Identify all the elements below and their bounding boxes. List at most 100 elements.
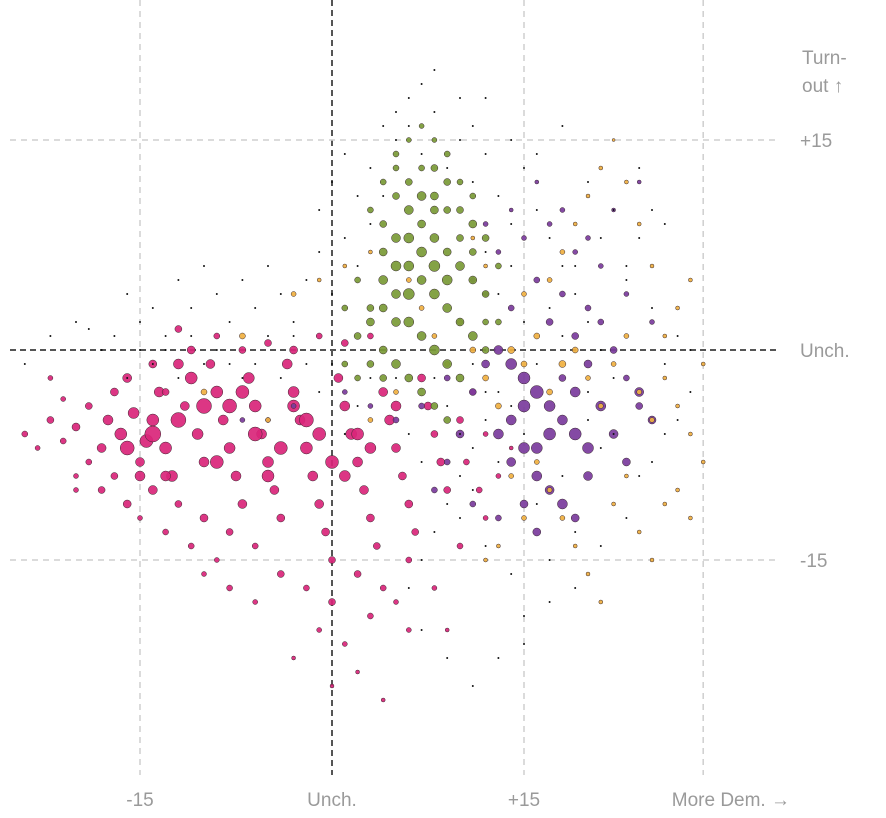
- data-point: [510, 573, 513, 575]
- data-point: [598, 599, 604, 605]
- data-point: [213, 332, 221, 340]
- data-point: [177, 377, 180, 379]
- data-point: [404, 205, 414, 215]
- data-point: [443, 458, 451, 466]
- data-point: [431, 486, 438, 494]
- data-point: [356, 265, 359, 267]
- data-point: [299, 412, 314, 428]
- data-point: [518, 442, 530, 454]
- data-point: [559, 515, 566, 521]
- data-point: [675, 403, 680, 409]
- data-point: [407, 587, 410, 589]
- data-point: [484, 251, 487, 253]
- data-point: [398, 471, 407, 481]
- data-point: [506, 457, 516, 467]
- data-point: [174, 325, 183, 333]
- data-point: [300, 441, 313, 455]
- data-point: [428, 260, 441, 272]
- data-point: [469, 346, 477, 354]
- data-point: [598, 165, 604, 171]
- data-point: [625, 265, 628, 267]
- data-point: [574, 293, 577, 295]
- data-point: [561, 265, 564, 267]
- data-point: [585, 235, 591, 241]
- data-point: [612, 433, 615, 435]
- data-point: [585, 571, 591, 577]
- data-point: [471, 181, 474, 183]
- series-0: [21, 325, 514, 703]
- data-point: [279, 293, 282, 295]
- data-point: [73, 473, 79, 479]
- data-point: [151, 307, 154, 309]
- data-point: [638, 167, 641, 169]
- data-point: [531, 442, 543, 454]
- data-point: [173, 358, 184, 370]
- data-point: [96, 443, 107, 453]
- data-point: [636, 529, 642, 535]
- data-point: [624, 473, 629, 479]
- data-point: [548, 237, 551, 239]
- data-point: [416, 246, 427, 258]
- data-point: [557, 498, 568, 510]
- data-point: [587, 419, 589, 421]
- data-point: [676, 335, 679, 337]
- data-point: [495, 473, 502, 479]
- data-point: [343, 433, 346, 435]
- data-point: [456, 206, 464, 214]
- data-point: [367, 417, 374, 423]
- data-point: [599, 349, 602, 351]
- data-point: [418, 123, 425, 129]
- data-point: [417, 373, 426, 383]
- data-point: [599, 237, 602, 239]
- data-point: [430, 164, 439, 172]
- data-point: [442, 247, 452, 257]
- data-point: [391, 233, 401, 243]
- data-point: [356, 405, 359, 407]
- data-point: [137, 515, 143, 521]
- data-point: [353, 332, 362, 340]
- data-point: [535, 363, 538, 365]
- data-point: [379, 178, 387, 186]
- data-point: [196, 398, 212, 414]
- data-point: [119, 440, 135, 456]
- data-point: [187, 542, 195, 550]
- data-point: [430, 430, 439, 438]
- data-point: [47, 375, 54, 381]
- data-point: [463, 458, 470, 466]
- data-point: [248, 399, 262, 413]
- data-point: [649, 263, 655, 269]
- data-point: [557, 414, 568, 426]
- data-point: [429, 344, 440, 356]
- data-point: [700, 361, 706, 367]
- data-point: [366, 513, 375, 523]
- data-point: [636, 389, 642, 395]
- data-point: [230, 470, 242, 482]
- data-point: [599, 545, 602, 547]
- data-point: [110, 387, 119, 397]
- data-point: [267, 335, 269, 337]
- data-point: [505, 358, 517, 370]
- data-point: [228, 363, 231, 365]
- data-point: [21, 430, 29, 438]
- data-point: [570, 513, 580, 523]
- data-point: [307, 470, 319, 482]
- data-point: [443, 416, 451, 424]
- data-point: [675, 305, 680, 311]
- y-tick-label-2: -15: [800, 551, 827, 572]
- data-point: [431, 333, 438, 339]
- data-point: [201, 571, 207, 577]
- data-point: [569, 386, 581, 398]
- data-point: [73, 487, 79, 493]
- data-point: [403, 316, 415, 328]
- data-point: [174, 500, 183, 508]
- data-point: [456, 416, 464, 424]
- data-point: [343, 153, 346, 155]
- data-point: [417, 387, 426, 397]
- data-point: [390, 400, 402, 412]
- series-1: [239, 179, 657, 537]
- data-point: [482, 431, 489, 437]
- data-point: [160, 470, 171, 482]
- data-point: [420, 559, 423, 561]
- data-point: [455, 317, 465, 327]
- data-point: [433, 69, 436, 71]
